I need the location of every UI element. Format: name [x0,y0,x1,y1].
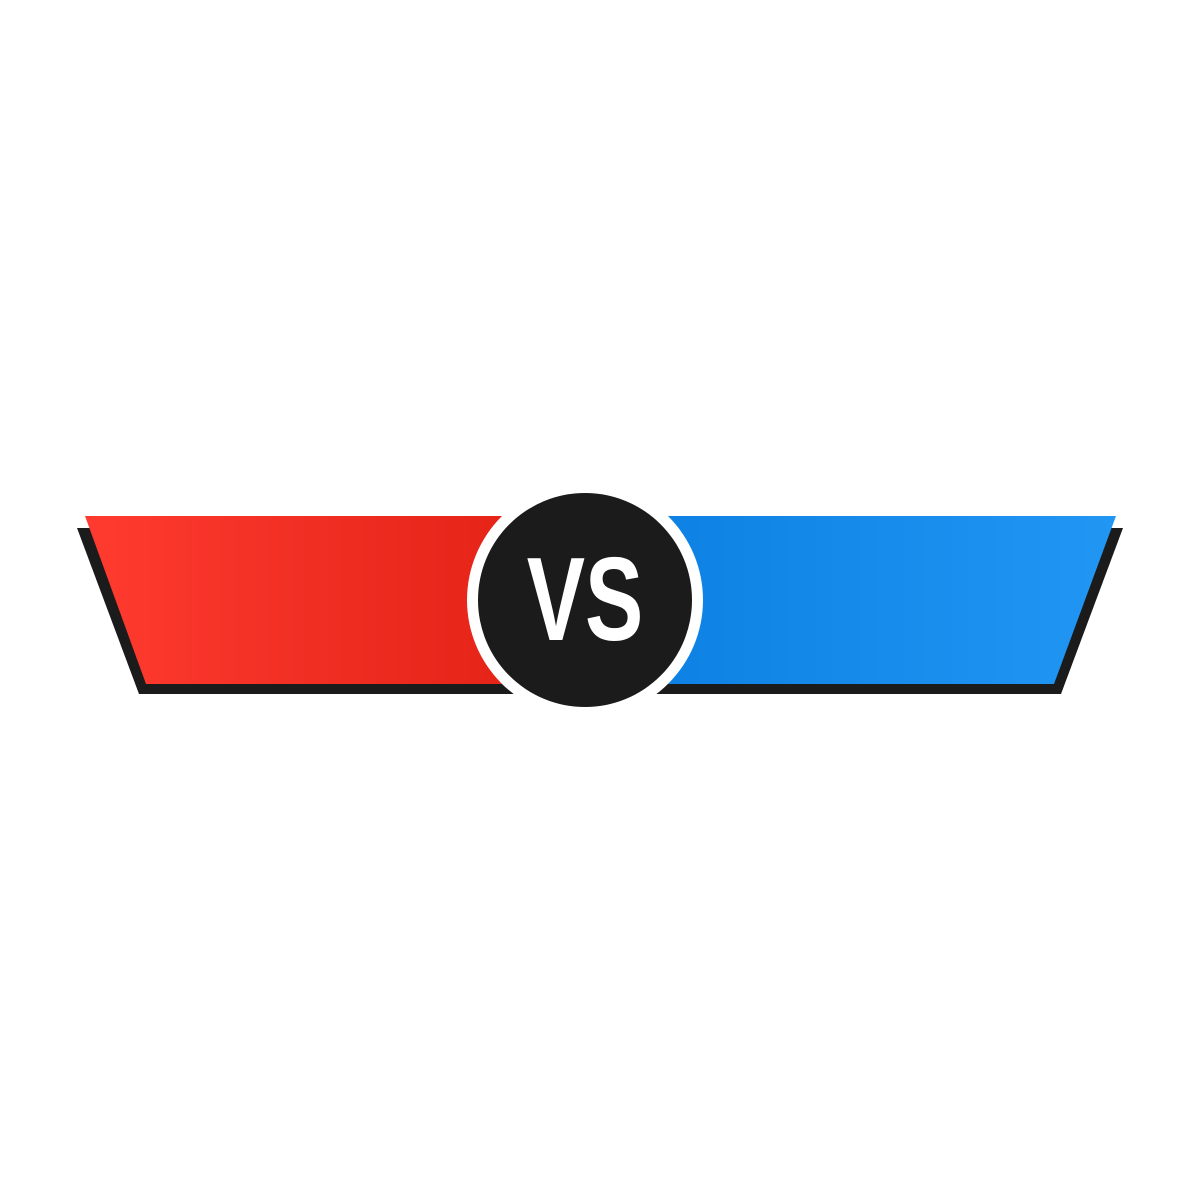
blue-panel [600,516,1116,684]
vs-badge: VS [467,482,703,718]
vs-badge-circle [478,493,692,707]
vs-badge-text: VS [527,534,644,666]
red-panel [85,516,600,684]
